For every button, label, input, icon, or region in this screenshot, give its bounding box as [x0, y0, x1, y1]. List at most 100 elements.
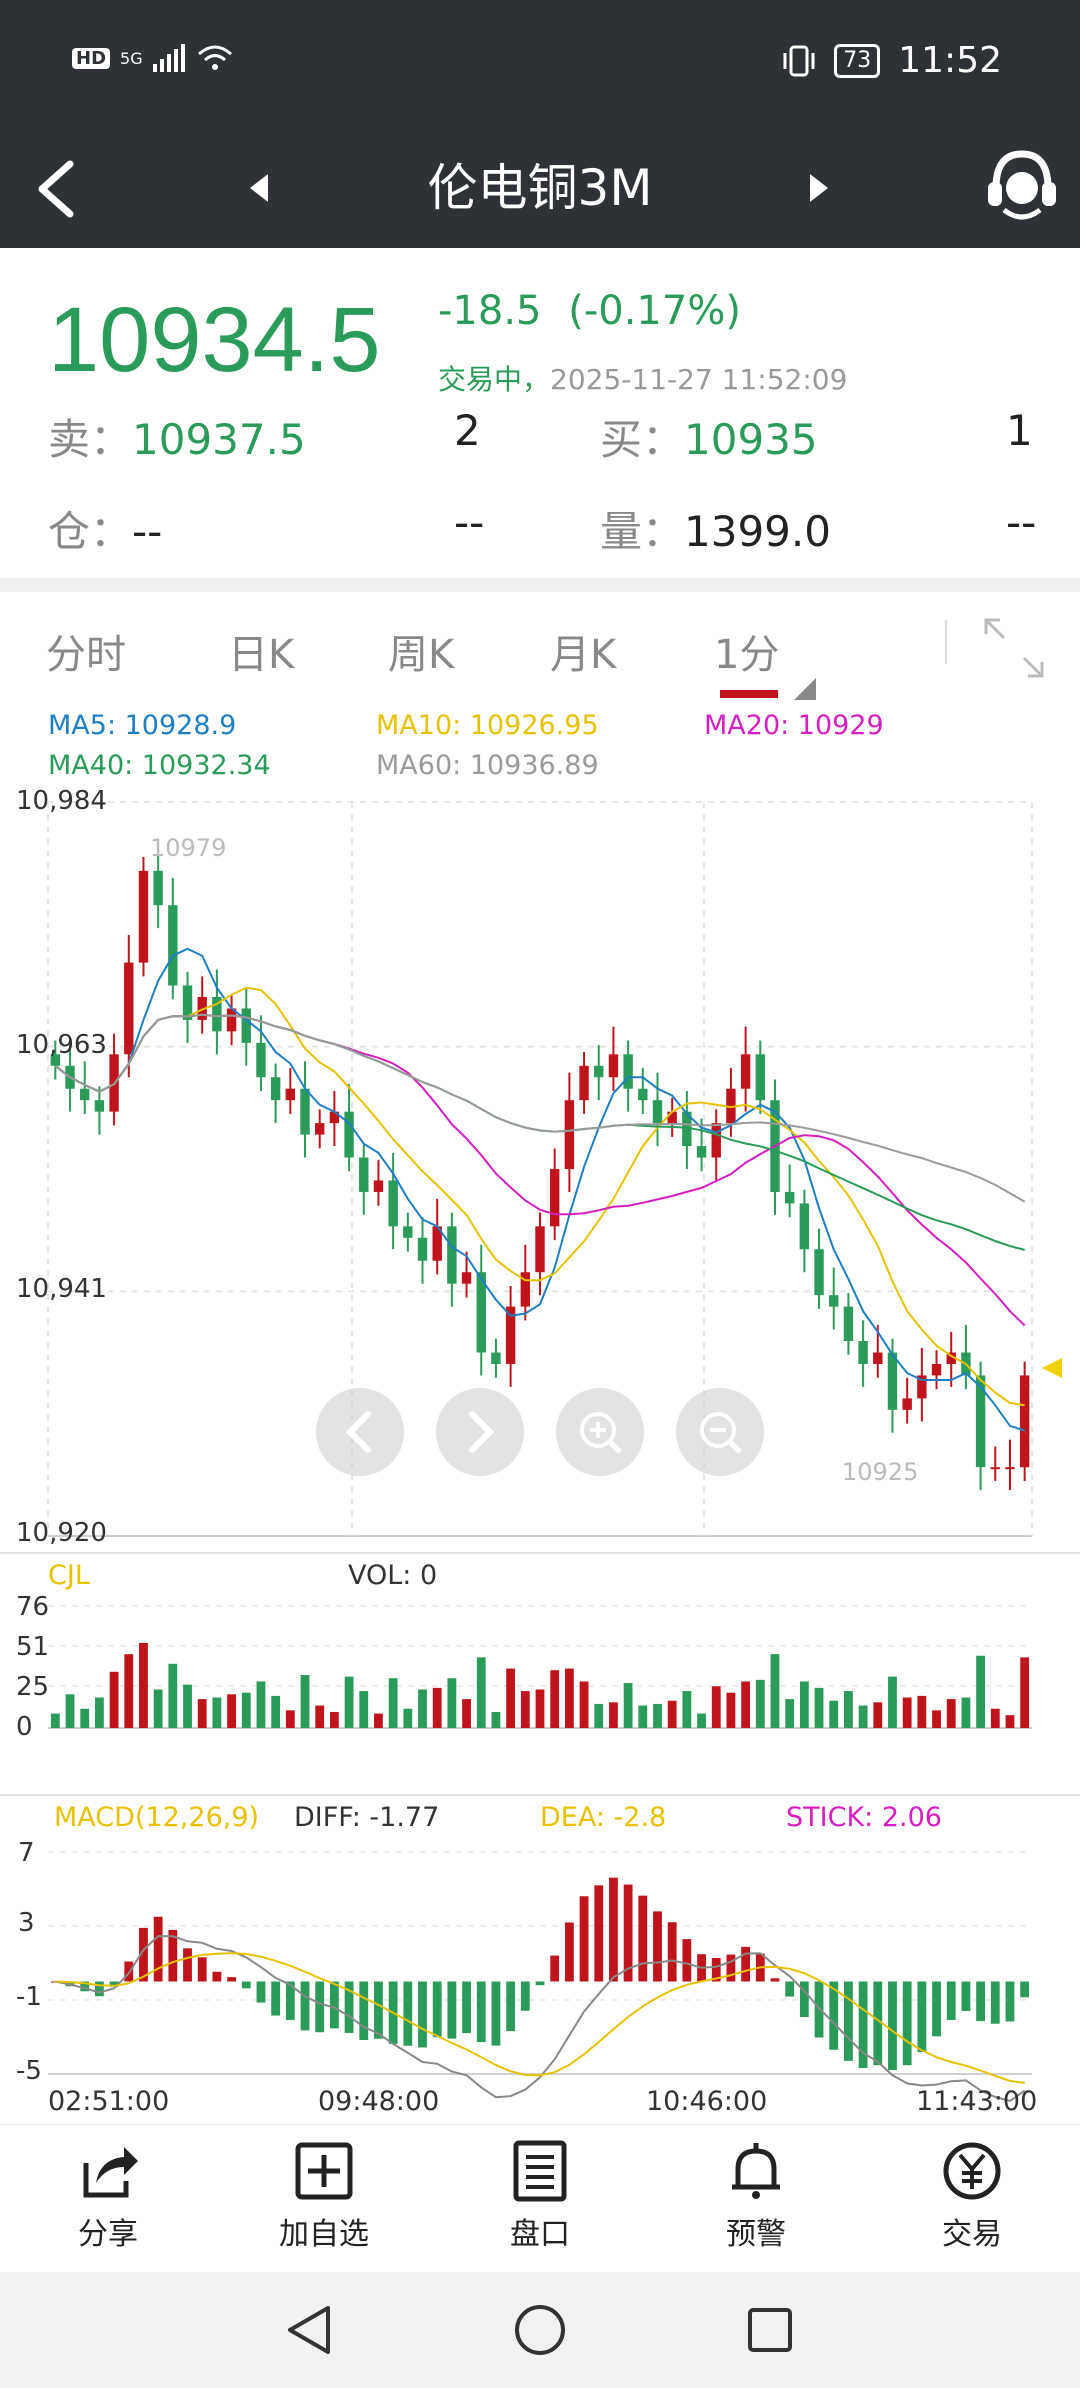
zoom-out-button[interactable]	[676, 1388, 764, 1476]
tab-weekly-k[interactable]: 周K	[388, 632, 455, 678]
sell-qty: 2	[454, 406, 481, 455]
yuan-coin-icon	[943, 2142, 1001, 2200]
order-book-label: 盘口	[510, 2217, 570, 2252]
nav-bar: 伦电铜3M	[0, 130, 1080, 248]
candle	[755, 1054, 765, 1101]
oi-change: --	[454, 498, 485, 547]
nav-back-icon[interactable]	[282, 2302, 338, 2358]
volume-bar	[197, 1699, 207, 1728]
macd-bar	[990, 1981, 1000, 2024]
macd-tick: -1	[16, 1982, 42, 2012]
macd-bar	[961, 1981, 971, 2011]
ma10-line	[54, 986, 1025, 1407]
volume-bar	[932, 1710, 941, 1728]
macd-bar	[609, 1877, 618, 1982]
macd-bar	[359, 1981, 369, 2041]
network-label: 5G	[120, 48, 143, 68]
time-tick: 02:51:00	[48, 2086, 170, 2117]
volume-bar	[623, 1683, 633, 1728]
share-button[interactable]: 分享	[28, 2139, 188, 2253]
macd-bar	[917, 1981, 927, 2052]
candle	[696, 1146, 707, 1158]
volume-title: CJL	[48, 1560, 90, 1591]
ma20-label: MA20: 10929	[704, 710, 884, 741]
volume-bar	[300, 1675, 310, 1728]
back-icon[interactable]	[28, 154, 88, 224]
candle	[197, 996, 207, 1020]
macd-bar	[285, 1981, 295, 2020]
volume-tick: 76	[16, 1592, 50, 1622]
macd-dea: DEA: -2.8	[540, 1802, 667, 1833]
alert-button[interactable]: 预警	[676, 2139, 836, 2253]
chevron-left-icon	[345, 1411, 371, 1453]
page-title: 伦电铜3M	[427, 159, 653, 217]
fullscreen-icon[interactable]	[982, 616, 1046, 680]
zoom-in-button[interactable]	[556, 1388, 644, 1476]
candle	[300, 1088, 310, 1135]
vol-value: 1399.0	[684, 507, 831, 556]
volume-bar	[476, 1657, 486, 1728]
chart-next-button[interactable]	[436, 1388, 524, 1476]
tab-timeshare[interactable]: 分时	[46, 632, 126, 678]
macd-bar	[932, 1981, 941, 2037]
tab-daily-k[interactable]: 日K	[228, 632, 295, 678]
tab-1min[interactable]: 1分	[714, 632, 780, 678]
candle	[373, 1180, 384, 1192]
next-contract-icon[interactable]	[810, 174, 828, 202]
candle	[212, 996, 222, 1032]
trade-button[interactable]: 交易	[892, 2139, 1052, 2253]
macd-bar	[94, 1981, 104, 1997]
add-watchlist-button[interactable]: 加自选	[244, 2139, 404, 2253]
candle	[491, 1352, 501, 1364]
macd-bar	[946, 1981, 956, 2020]
macd-bar	[976, 1981, 986, 2022]
candle	[388, 1180, 398, 1227]
candle	[594, 1065, 604, 1078]
candle	[285, 1088, 296, 1101]
nav-recents-icon[interactable]	[742, 2302, 798, 2358]
macd-bar	[726, 1954, 736, 1982]
buy-label: 买：	[600, 415, 685, 464]
macd-bar	[799, 1981, 809, 2017]
system-navigation-bar	[0, 2272, 1080, 2388]
volume-bar	[990, 1708, 1000, 1728]
kline-chart[interactable]	[0, 780, 1080, 2110]
candle	[990, 1467, 1000, 1470]
candle	[638, 1088, 648, 1101]
macd-bar	[374, 1981, 383, 2039]
volume-bar	[594, 1703, 604, 1728]
candle	[829, 1295, 839, 1307]
candle	[50, 1054, 61, 1066]
nav-home-icon[interactable]	[512, 2302, 568, 2358]
candle	[564, 1100, 575, 1169]
macd-bar	[535, 1981, 545, 1986]
volume-bar	[844, 1691, 853, 1728]
volume-bar	[344, 1676, 354, 1728]
volume-bar	[94, 1697, 104, 1728]
volume-bar	[491, 1711, 501, 1728]
low-marker: 10925	[842, 1458, 919, 1486]
macd-bar	[667, 1922, 677, 1982]
macd-bar	[462, 1981, 471, 2034]
dropdown-corner-icon[interactable]	[794, 678, 816, 700]
tab-monthly-k[interactable]: 月K	[550, 632, 617, 678]
volume-bar	[770, 1654, 780, 1728]
time-tick: 11:43:00	[916, 2086, 1038, 2117]
macd-tick: 3	[18, 1908, 35, 1938]
volume-bar	[520, 1691, 530, 1728]
macd-bar	[476, 1981, 486, 2043]
volume-bar	[653, 1703, 662, 1728]
candle	[549, 1169, 560, 1227]
previous-contract-icon[interactable]	[250, 174, 268, 202]
ma5-line	[54, 947, 1025, 1432]
macd-bar	[300, 1981, 310, 2031]
macd-bar	[139, 1927, 148, 1982]
macd-bar	[447, 1981, 457, 2039]
order-book-button[interactable]: 盘口	[460, 2139, 620, 2253]
customer-service-icon[interactable]	[984, 146, 1060, 226]
chart-prev-button[interactable]	[316, 1388, 404, 1476]
candle	[814, 1249, 824, 1296]
volume-bar	[403, 1708, 413, 1728]
volume-bar	[80, 1708, 90, 1728]
macd-bar	[564, 1922, 574, 1982]
